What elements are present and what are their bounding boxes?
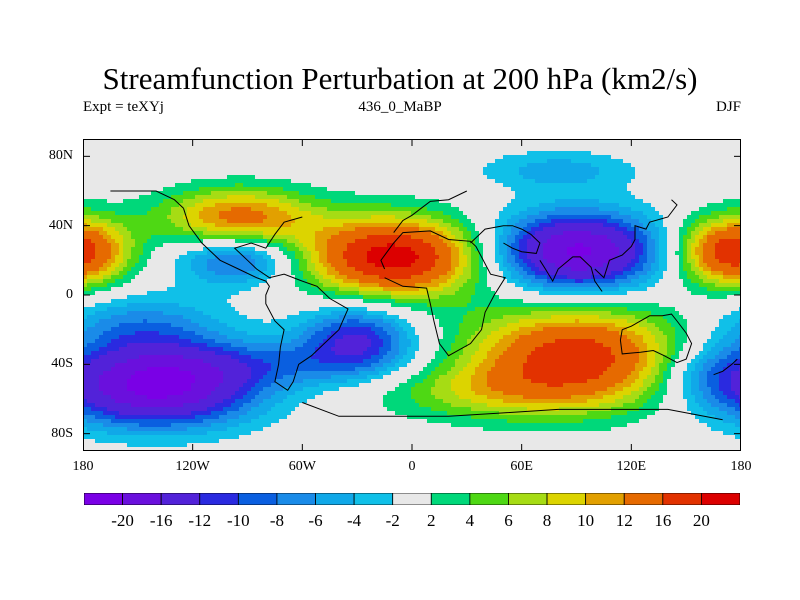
longitude-label: 120E — [616, 459, 647, 474]
colorbar-swatch — [701, 493, 740, 505]
colorbar-swatch — [662, 493, 702, 505]
experiment-label: Expt = teXYj — [83, 99, 164, 115]
colorbar-label: -4 — [347, 511, 362, 530]
colorbar-swatch — [353, 493, 394, 505]
colorbar-swatch — [546, 493, 587, 505]
map-plot — [83, 139, 741, 451]
colorbar-swatch — [430, 493, 471, 505]
colorbar-label: -16 — [149, 511, 173, 530]
colorbar-swatch — [122, 493, 162, 505]
coastline — [594, 199, 678, 279]
colorbar-label: 6 — [504, 511, 513, 530]
colorbar-label: -10 — [227, 511, 250, 530]
latitude-label: 80S — [51, 425, 73, 441]
run-label: 436_0_MaBP — [358, 99, 442, 115]
contour-fill — [83, 139, 741, 451]
colorbar-label: 10 — [577, 511, 595, 530]
plot-title: Streamfunction Perturbation at 200 hPa (… — [102, 61, 698, 96]
colorbar-swatch — [315, 493, 355, 505]
colorbar-label: 8 — [542, 511, 552, 530]
latitude-label: 40S — [51, 356, 73, 372]
colorbar-swatch — [392, 493, 432, 505]
season-label: DJF — [715, 99, 741, 115]
latitude-label: 80N — [48, 148, 73, 164]
colorbar-swatch — [623, 493, 664, 505]
colorbar-swatch — [508, 493, 548, 505]
coastline — [470, 225, 541, 254]
colorbar-label: -6 — [308, 511, 323, 530]
longitude-label: 180 — [730, 459, 752, 474]
colorbar-label: -8 — [269, 511, 285, 530]
colorbar-label: -2 — [385, 511, 400, 530]
coastline — [183, 208, 349, 392]
colorbar-swatch — [199, 493, 239, 505]
longitude-label: 120W — [175, 459, 210, 474]
colorbar-label: -20 — [111, 511, 134, 530]
coastline — [380, 230, 506, 357]
colorbar-swatch — [237, 493, 278, 505]
colorbar-label: 12 — [615, 511, 633, 530]
colorbar — [84, 493, 740, 505]
colorbar-swatch — [585, 493, 625, 505]
colorbar-swatch — [469, 493, 509, 505]
coastline — [110, 190, 184, 209]
latitude-label: 40N — [48, 217, 73, 233]
coastline-group — [110, 190, 738, 421]
colorbar-swatch — [84, 493, 123, 505]
longitude-label: 60E — [510, 459, 533, 474]
coastline — [619, 313, 693, 364]
colorbar-swatch — [276, 493, 316, 505]
colorbar-label: 16 — [654, 511, 672, 530]
coastline — [713, 358, 738, 376]
colorbar-swatch — [160, 493, 201, 505]
latitude-label: 0 — [66, 287, 73, 302]
colorbar-label: 2 — [427, 511, 436, 530]
longitude-label: 0 — [408, 459, 416, 474]
coastline — [302, 402, 723, 421]
longitude-label: 180 — [72, 459, 94, 474]
colorbar-label: -12 — [188, 511, 212, 530]
coastline — [393, 190, 468, 233]
colorbar-label: 20 — [692, 511, 710, 530]
longitude-label: 60W — [288, 459, 316, 474]
colorbar-label: 4 — [465, 511, 475, 530]
coastline — [539, 256, 603, 292]
